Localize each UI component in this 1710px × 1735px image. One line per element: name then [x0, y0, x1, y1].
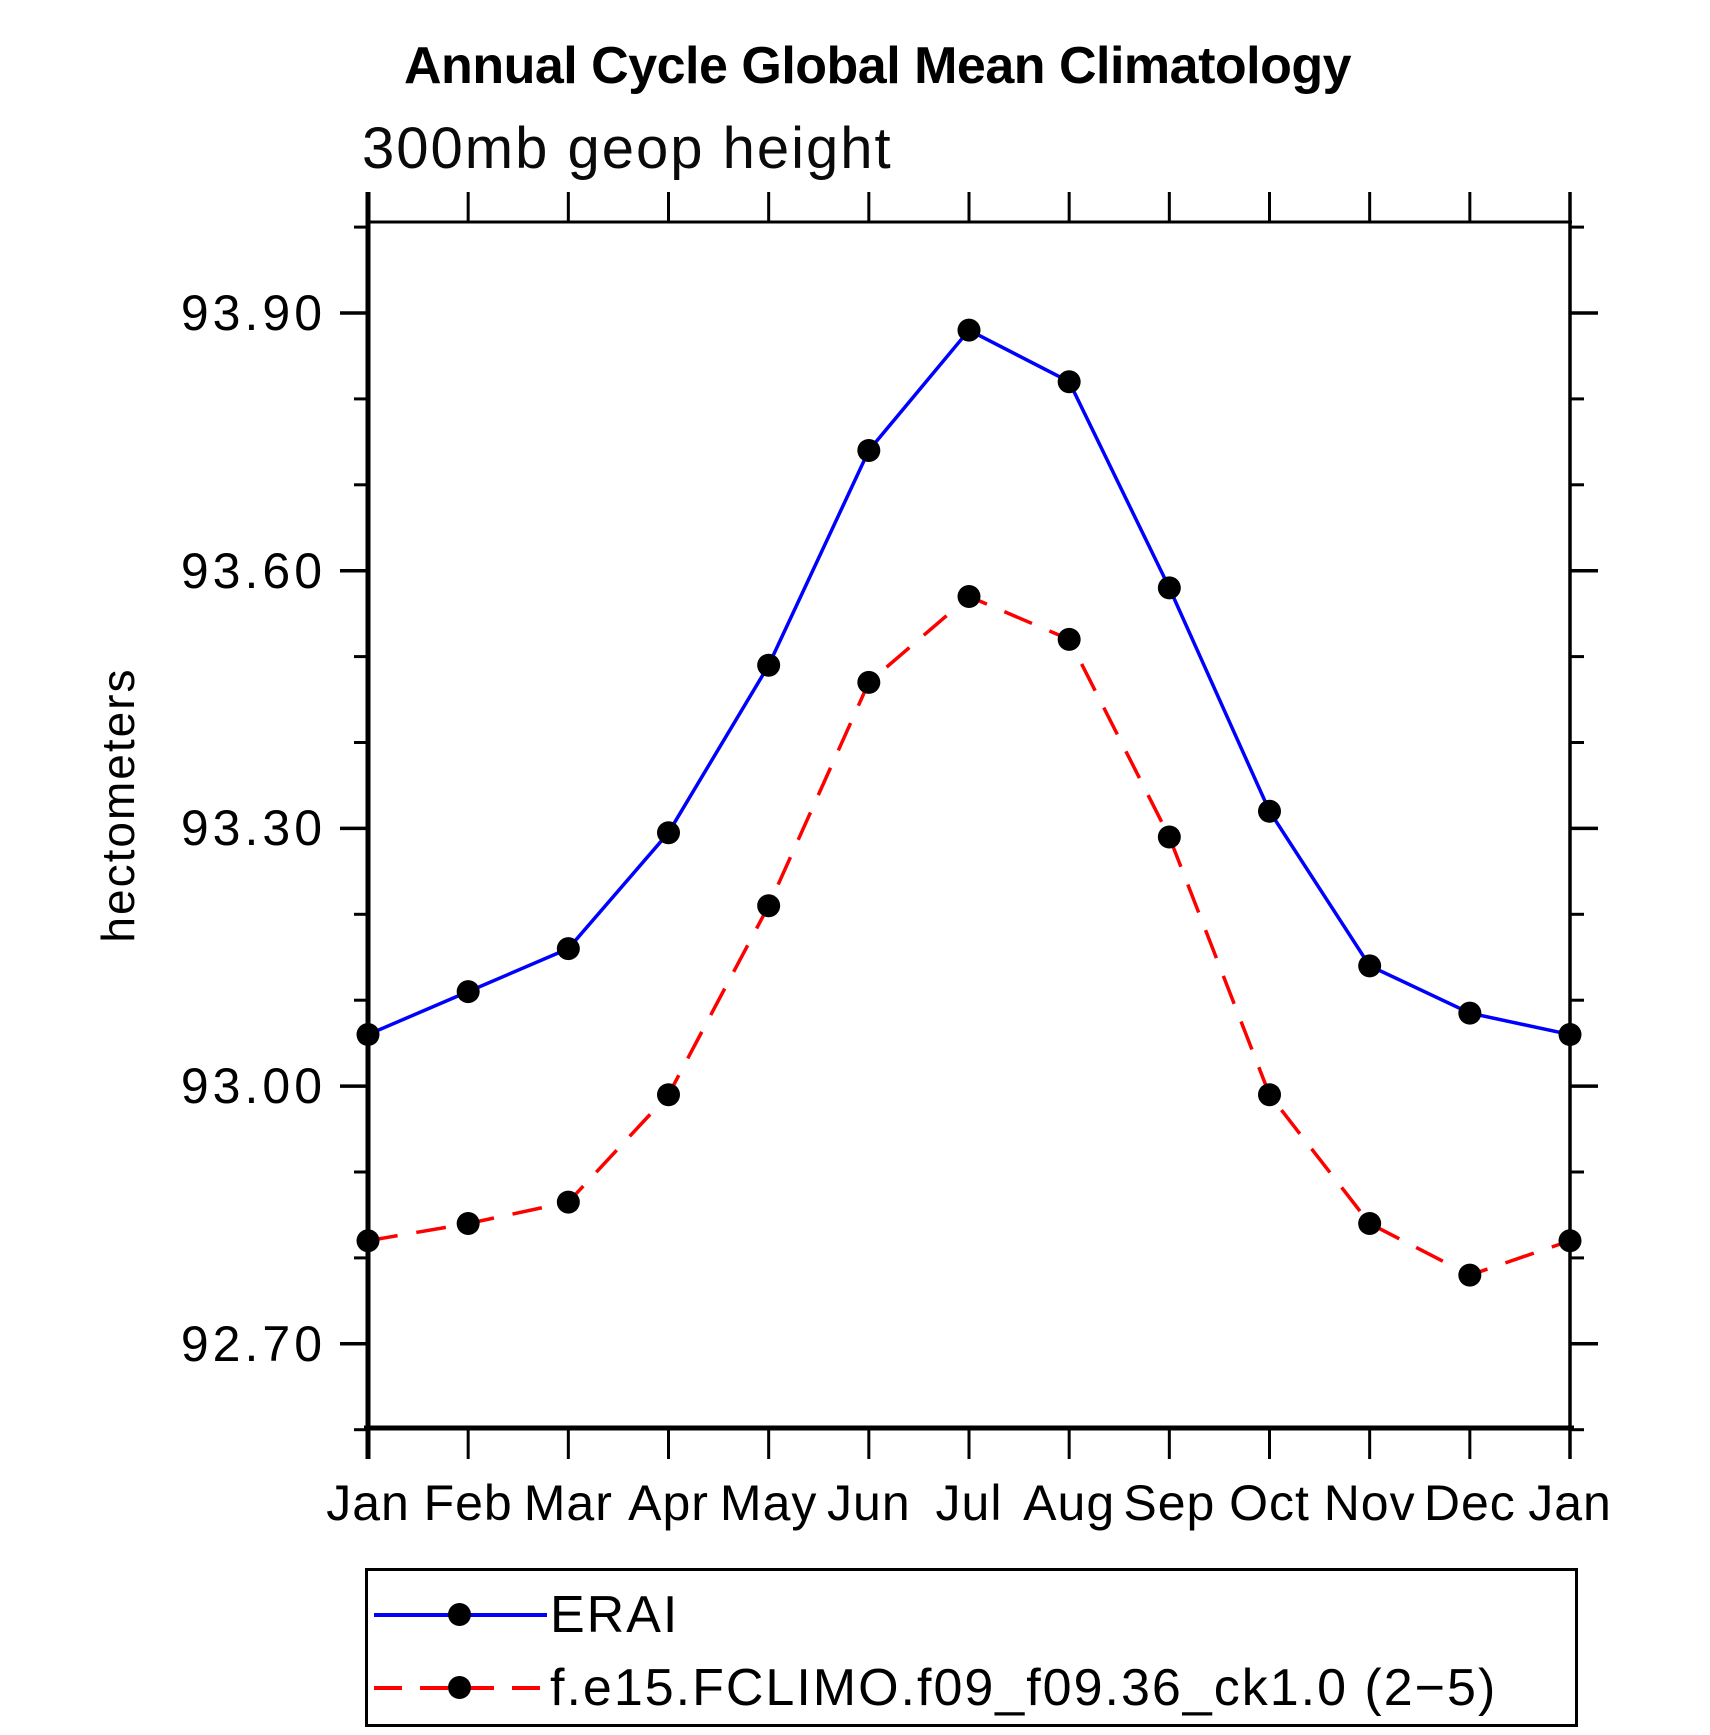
- erai-data-point-May: [757, 653, 781, 677]
- model-data-point-Jan: [356, 1229, 380, 1253]
- erai-data-point-Sep: [1157, 576, 1181, 600]
- model-line: [367, 594, 1571, 1277]
- y-tick-label: 93.90: [180, 285, 326, 341]
- x-tick-label: Jan: [326, 1475, 410, 1531]
- y-tick-label: 93.00: [180, 1058, 326, 1115]
- erai-line: [367, 327, 1571, 1037]
- model-data-point-May: [757, 894, 781, 918]
- model-data-point-Dec: [1458, 1263, 1482, 1287]
- model-data-point-Nov: [1358, 1212, 1382, 1236]
- erai-data-point-Oct: [1258, 799, 1281, 823]
- model-data-point-Jan: [1558, 1229, 1582, 1253]
- y-tick-label: 93.60: [180, 542, 326, 599]
- legend-marker-dot: [448, 1603, 471, 1626]
- legend-label: ERAI: [550, 1586, 680, 1644]
- model-data-point-Mar: [556, 1190, 580, 1214]
- legend-marker-dot: [448, 1676, 471, 1699]
- legend: ERAI f.e15.FCLIMO.f09_f09.36_ck1.0 (2−5): [365, 1568, 1578, 1727]
- chart-title: Annual Cycle Global Mean Climatology: [404, 37, 1352, 95]
- erai-data-point-Jul: [957, 318, 981, 342]
- x-tick-label: Dec: [1423, 1475, 1516, 1531]
- legend-label: f.e15.FCLIMO.f09_f09.36_ck1.0 (2−5): [550, 1659, 1498, 1717]
- erai-data-point-Apr: [657, 821, 680, 845]
- x-tick-label: Apr: [628, 1475, 709, 1531]
- x-tick-label: May: [719, 1475, 818, 1531]
- model-data-point-Sep: [1157, 825, 1181, 849]
- erai-data-point-Mar: [556, 937, 580, 961]
- erai-data-point-Jan: [356, 1023, 380, 1047]
- x-tick-label: Jul: [935, 1475, 1003, 1531]
- x-tick-label: Feb: [423, 1475, 513, 1531]
- model-data-point-Aug: [1057, 627, 1081, 651]
- x-tick-label: Sep: [1123, 1475, 1216, 1531]
- x-tick-label: Aug: [1023, 1475, 1116, 1531]
- x-tick-label: Mar: [523, 1475, 613, 1531]
- y-tick-label: 92.70: [180, 1315, 326, 1372]
- erai-data-point-Aug: [1057, 370, 1081, 394]
- x-tick-label: Jan: [1528, 1475, 1612, 1531]
- erai-data-point-Nov: [1358, 954, 1382, 978]
- model-data-point-Apr: [657, 1083, 680, 1107]
- erai-data-point-Feb: [456, 980, 480, 1004]
- model-data-point-Feb: [456, 1212, 480, 1236]
- x-tick-label: Nov: [1323, 1475, 1416, 1531]
- chart-subtitle: 300mb geop height: [362, 116, 893, 181]
- x-tick-label: Oct: [1229, 1475, 1310, 1531]
- erai-data-point-Dec: [1458, 1001, 1482, 1025]
- model-data-point-Jun: [857, 670, 881, 694]
- x-tick-label: Jun: [827, 1475, 911, 1531]
- erai-data-point-Jun: [857, 438, 881, 462]
- model-data-point-Jul: [957, 584, 981, 608]
- y-tick-label: 93.30: [180, 800, 326, 857]
- erai-data-point-Jan: [1558, 1023, 1582, 1047]
- model-data-point-Oct: [1258, 1083, 1281, 1107]
